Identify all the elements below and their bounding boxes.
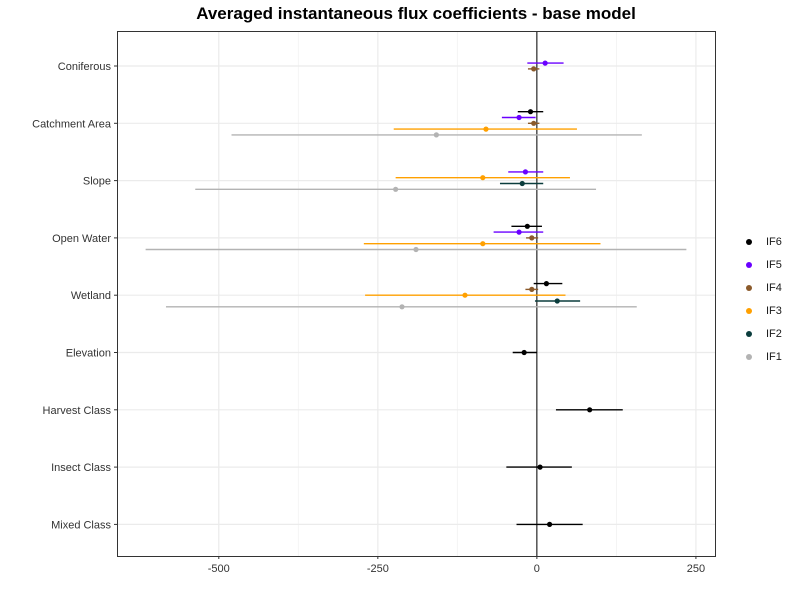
point-if5-open-water bbox=[516, 229, 522, 235]
point-if4-open-water bbox=[529, 235, 535, 241]
legend-item-if5: IF5 bbox=[742, 253, 782, 276]
legend-item-if3: IF3 bbox=[742, 299, 782, 322]
point-if1-slope bbox=[393, 186, 399, 192]
legend-item-if6: IF6 bbox=[742, 230, 782, 253]
point-if2-slope bbox=[519, 180, 525, 187]
point-if5-slope bbox=[522, 169, 529, 175]
point-layer bbox=[393, 60, 593, 528]
error-bar-layer bbox=[145, 62, 687, 526]
legend-item-if2: IF2 bbox=[742, 322, 782, 345]
point-if6-wetland bbox=[543, 281, 550, 287]
point-if3-open-water bbox=[480, 241, 486, 247]
legend: IF6 IF5 IF4 IF3 IF2 IF1 bbox=[742, 230, 782, 368]
x-tick-label: -500 bbox=[208, 563, 230, 575]
point-if6-harvest-class bbox=[587, 407, 593, 413]
legend-swatch bbox=[746, 238, 752, 245]
legend-label: IF5 bbox=[766, 258, 782, 271]
legend-label: IF6 bbox=[766, 235, 782, 248]
y-tick-label-coniferous: Coniferous bbox=[58, 61, 112, 73]
y-tick-label-catchment-area: Catchment Area bbox=[32, 118, 112, 130]
point-if3-catchment-area bbox=[483, 126, 489, 132]
y-axis-tick-layer: Coniferous Catchment Area Slope Open Water W… bbox=[32, 61, 117, 531]
legend-swatch bbox=[746, 330, 752, 337]
legend-item-if4: IF4 bbox=[742, 276, 782, 299]
point-if1-catchment-area bbox=[433, 132, 439, 138]
point-if4-catchment-area bbox=[531, 120, 537, 126]
point-if2-wetland bbox=[554, 298, 560, 304]
legend-label: IF3 bbox=[766, 304, 782, 317]
y-tick-label-insect-class: Insect Class bbox=[51, 462, 111, 474]
y-tick-label-wetland: Wetland bbox=[71, 290, 111, 302]
point-if1-open-water bbox=[413, 246, 419, 253]
legend-label: IF1 bbox=[766, 350, 782, 363]
point-if6-open-water bbox=[524, 223, 530, 229]
legend-label: IF2 bbox=[766, 327, 782, 340]
x-tick-label: 250 bbox=[687, 563, 705, 575]
y-tick-label-mixed-class: Mixed Class bbox=[51, 519, 111, 531]
legend-item-if1: IF1 bbox=[742, 345, 782, 368]
legend-swatch bbox=[746, 261, 752, 268]
y-tick-label-elevation: Elevation bbox=[66, 348, 111, 360]
x-tick-label: -250 bbox=[367, 563, 389, 575]
plot-border bbox=[117, 31, 716, 557]
point-if1-wetland bbox=[399, 304, 405, 310]
grid-layer bbox=[117, 31, 715, 556]
legend-swatch bbox=[746, 284, 752, 291]
y-tick-label-open-water: Open Water bbox=[52, 233, 111, 245]
x-axis-tick-layer: -500 -250 0 250 bbox=[208, 556, 705, 575]
y-tick-label-harvest-class: Harvest Class bbox=[43, 405, 112, 417]
point-if4-wetland bbox=[529, 286, 535, 292]
point-if6-catchment-area bbox=[527, 109, 534, 115]
point-if4-coniferous bbox=[531, 66, 537, 72]
legend-label: IF4 bbox=[766, 281, 782, 294]
point-if6-insect-class bbox=[537, 464, 543, 470]
point-if3-slope bbox=[480, 175, 486, 181]
point-if6-elevation bbox=[521, 349, 527, 356]
point-if5-catchment-area bbox=[516, 114, 522, 121]
legend-swatch bbox=[746, 307, 752, 314]
chart-title: Averaged instantaneous flux coefficients… bbox=[196, 4, 636, 23]
y-tick-label-slope: Slope bbox=[83, 176, 111, 188]
x-tick-label: 0 bbox=[534, 563, 540, 575]
point-if5-coniferous bbox=[542, 60, 548, 66]
legend-swatch bbox=[746, 353, 752, 360]
point-if3-wetland bbox=[462, 292, 468, 298]
point-if6-mixed-class bbox=[546, 521, 553, 528]
